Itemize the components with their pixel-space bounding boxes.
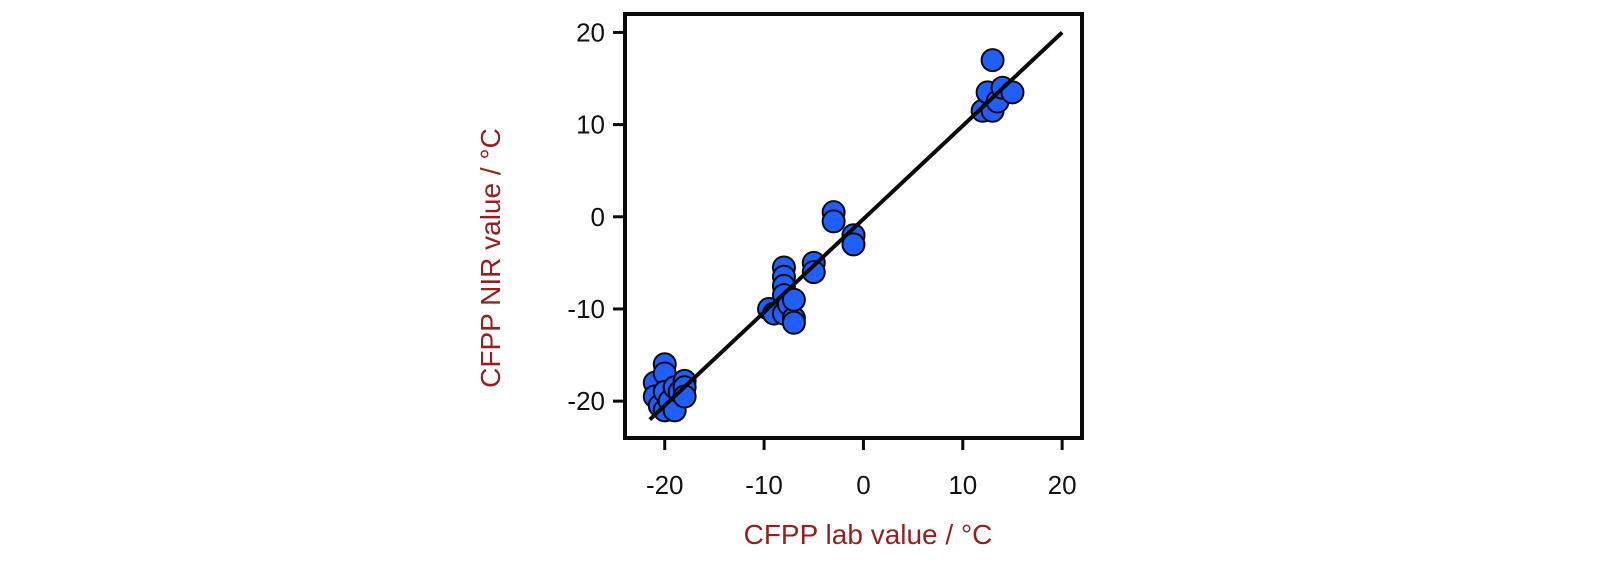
data-point bbox=[781, 310, 806, 335]
data-point bbox=[841, 232, 866, 257]
axes-layer: -20 -10 0 10 20 -20 -10 0 10 20 bbox=[567, 12, 1084, 500]
plot-frame bbox=[623, 12, 1084, 440]
y-axis-title: CFPP NIR value / °C bbox=[475, 128, 506, 388]
data-point bbox=[980, 48, 1005, 73]
x-tick-label: 0 bbox=[856, 470, 870, 500]
data-point bbox=[781, 287, 806, 312]
fit-line-layer bbox=[648, 30, 1064, 422]
data-points-layer bbox=[642, 48, 1025, 423]
y-tick-label: -10 bbox=[567, 294, 605, 324]
x-axis-title: CFPP lab value / °C bbox=[744, 519, 993, 550]
y-tick-label: 0 bbox=[591, 202, 605, 232]
data-point bbox=[801, 260, 826, 285]
fit-line bbox=[648, 30, 1064, 422]
y-tick-label: 20 bbox=[576, 17, 605, 47]
y-tick-label: -20 bbox=[567, 386, 605, 416]
x-tick-label: -10 bbox=[745, 470, 783, 500]
y-tick-label: 10 bbox=[576, 110, 605, 140]
x-tick-label: -20 bbox=[646, 470, 684, 500]
x-tick-label: 20 bbox=[1048, 470, 1077, 500]
x-tick-label: 10 bbox=[948, 470, 977, 500]
data-point bbox=[821, 209, 846, 234]
